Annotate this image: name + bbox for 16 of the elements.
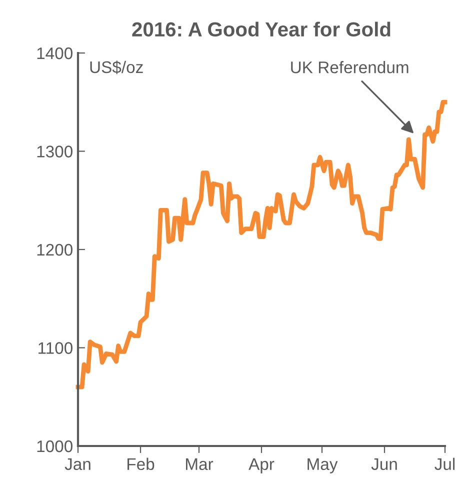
y-tick-label: 1400: [37, 47, 72, 60]
x-tick-label: Jun: [371, 458, 397, 470]
chart-title: 2016: A Good Year for Gold: [132, 22, 390, 37]
annotation: UK Referendum: [291, 61, 408, 74]
y-tick-label: 1100: [38, 342, 72, 354]
y-tick-label: 1000: [37, 440, 72, 452]
line-series: [76, 100, 448, 390]
x-tick-label: Mar: [186, 458, 214, 470]
x-tick-label: Feb: [128, 458, 154, 470]
y-axis-title: US$/oz: [90, 60, 143, 74]
x-tick-label: Jul: [434, 458, 455, 470]
x-tick-label: May: [308, 458, 338, 474]
x-tick-label: Apr: [248, 458, 274, 474]
x-tick-label: Jan: [64, 458, 90, 470]
y-tick-label: 1300: [37, 146, 72, 158]
y-tick-label: 1200: [37, 244, 72, 256]
